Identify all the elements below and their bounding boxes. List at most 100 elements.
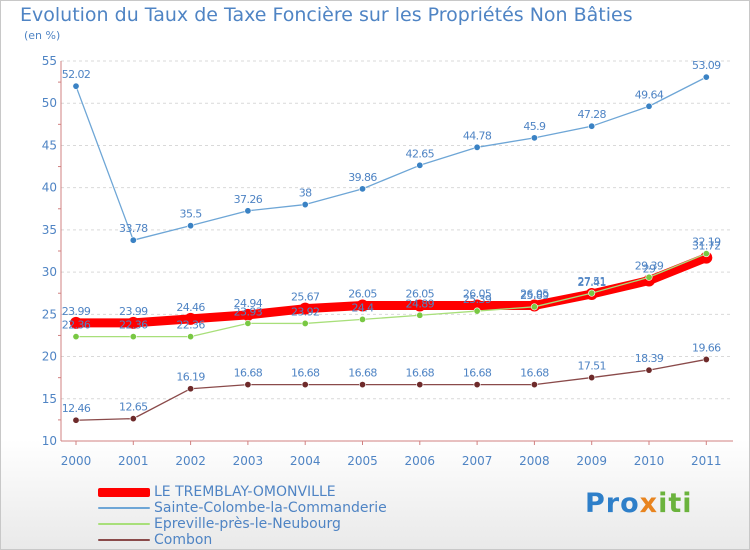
data-label-epreville: 25.89 (520, 289, 549, 302)
data-label-epreville: 22.36 (119, 319, 148, 332)
data-label-combon: 16.68 (291, 367, 320, 380)
data-label-combon: 16.68 (348, 367, 377, 380)
data-label-tremblay: 26.05 (463, 287, 492, 300)
data-point-sainte-colombe (416, 161, 424, 169)
x-tick-label: 2003 (233, 454, 264, 468)
data-point-epreville (129, 333, 137, 341)
series-epreville (72, 250, 710, 341)
data-label-tremblay: 26.05 (348, 287, 377, 300)
data-label-sainte-colombe: 52.02 (62, 68, 91, 81)
legend-swatch-combon (98, 539, 150, 541)
y-tick-label: 45 (42, 138, 57, 152)
data-label-tremblay: 26.05 (406, 287, 435, 300)
data-point-epreville (301, 319, 309, 327)
data-point-combon (416, 381, 424, 389)
data-label-epreville: 23.92 (291, 305, 320, 318)
data-point-tremblay (356, 299, 369, 312)
data-point-sainte-colombe (473, 143, 481, 151)
series-line-tremblay (71, 253, 711, 328)
y-tick-label: 20 (42, 350, 57, 364)
data-point-epreville (72, 333, 80, 341)
data-label-sainte-colombe: 33.78 (119, 222, 148, 235)
data-point-combon (72, 416, 80, 424)
data-point-sainte-colombe (301, 201, 309, 209)
proxiti-logo: Proxiti (585, 488, 693, 519)
data-label-tremblay: 24.94 (234, 297, 263, 310)
data-point-sainte-colombe (129, 236, 137, 244)
x-tick-label: 2010 (634, 454, 665, 468)
data-label-tremblay: 24.46 (176, 301, 205, 314)
data-label-sainte-colombe: 39.86 (348, 171, 377, 184)
data-point-tremblay (413, 299, 426, 312)
data-label-sainte-colombe: 44.78 (463, 129, 492, 142)
data-label-sainte-colombe: 49.64 (635, 88, 664, 101)
data-label-combon: 16.68 (463, 367, 492, 380)
data-point-epreville (187, 333, 195, 341)
series-line-combon (75, 358, 707, 421)
data-label-epreville: 24.89 (406, 297, 435, 310)
series-line-epreville (75, 252, 707, 338)
data-label-sainte-colombe: 42.65 (406, 147, 435, 160)
data-point-sainte-colombe (645, 102, 653, 110)
data-label-tremblay: 23.99 (62, 305, 91, 318)
data-label-tremblay: 26.05 (520, 287, 549, 300)
data-label-combon: 16.19 (176, 371, 205, 384)
legend-label-tremblay: LE TREMBLAY-OMONVILLE (154, 484, 336, 500)
data-label-sainte-colombe: 45.9 (523, 120, 546, 133)
logo-part-x: x (639, 488, 659, 519)
data-label-sainte-colombe: 38 (299, 187, 312, 200)
y-tick-label: 10 (42, 434, 57, 448)
data-point-combon (187, 385, 195, 393)
logo-part-pro: Pro (585, 488, 640, 519)
data-label-combon: 19.66 (692, 341, 721, 354)
data-point-epreville (645, 273, 653, 281)
data-point-sainte-colombe (244, 207, 252, 215)
data-label-epreville: 23.93 (234, 305, 263, 318)
data-label-tremblay: 29 (643, 263, 656, 276)
data-label-combon: 16.68 (406, 367, 435, 380)
data-point-epreville (358, 315, 366, 323)
data-point-sainte-colombe (702, 73, 710, 81)
data-point-combon (301, 381, 309, 389)
y-tick-label: 25 (42, 307, 57, 321)
data-point-tremblay (127, 316, 140, 329)
x-tick-label: 2005 (347, 454, 378, 468)
data-point-sainte-colombe (530, 134, 538, 142)
data-label-epreville: 32.19 (692, 236, 721, 249)
legend-label-epreville: Epreville-près-le-Neubourg (154, 516, 341, 532)
x-tick-label: 2007 (462, 454, 493, 468)
x-tick-label: 2006 (405, 454, 436, 468)
legend-label-combon: Combon (154, 532, 213, 548)
data-label-sainte-colombe: 35.5 (180, 208, 203, 221)
data-label-epreville: 27.51 (577, 275, 606, 288)
data-point-combon (358, 381, 366, 389)
legend-swatch-tremblay (98, 488, 150, 497)
data-label-tremblay: 23.99 (119, 305, 148, 318)
data-point-sainte-colombe (588, 122, 596, 130)
data-point-tremblay (299, 302, 312, 315)
y-tick-label: 55 (42, 54, 57, 68)
data-point-sainte-colombe (72, 82, 80, 90)
y-tick-label: 40 (42, 181, 57, 195)
data-point-sainte-colombe (358, 185, 366, 193)
data-point-combon (702, 355, 710, 363)
series-line-sainte-colombe (75, 76, 707, 241)
data-point-epreville (530, 303, 538, 311)
x-tick-label: 2004 (290, 454, 321, 468)
line-chart: 10 15 20 25 30 35 40 45 50 55 2000 2001 2002 2003 2004… (42, 54, 733, 468)
data-point-epreville (473, 307, 481, 315)
data-label-epreville: 29.39 (635, 259, 664, 272)
data-point-combon (530, 381, 538, 389)
data-label-combon: 18.39 (635, 352, 664, 365)
chart-subtitle: (en %) (24, 29, 61, 42)
x-tick-label: 2000 (61, 454, 92, 468)
data-point-tremblay (184, 312, 197, 325)
data-label-tremblay: 25.67 (291, 291, 320, 304)
data-point-combon (129, 415, 137, 423)
data-point-epreville (588, 289, 596, 297)
x-tick-label: 2008 (519, 454, 550, 468)
y-tick-label: 30 (42, 265, 57, 279)
y-tick-label: 35 (42, 223, 57, 237)
data-label-sainte-colombe: 37.26 (234, 193, 263, 206)
y-tick-label: 50 (42, 96, 57, 110)
